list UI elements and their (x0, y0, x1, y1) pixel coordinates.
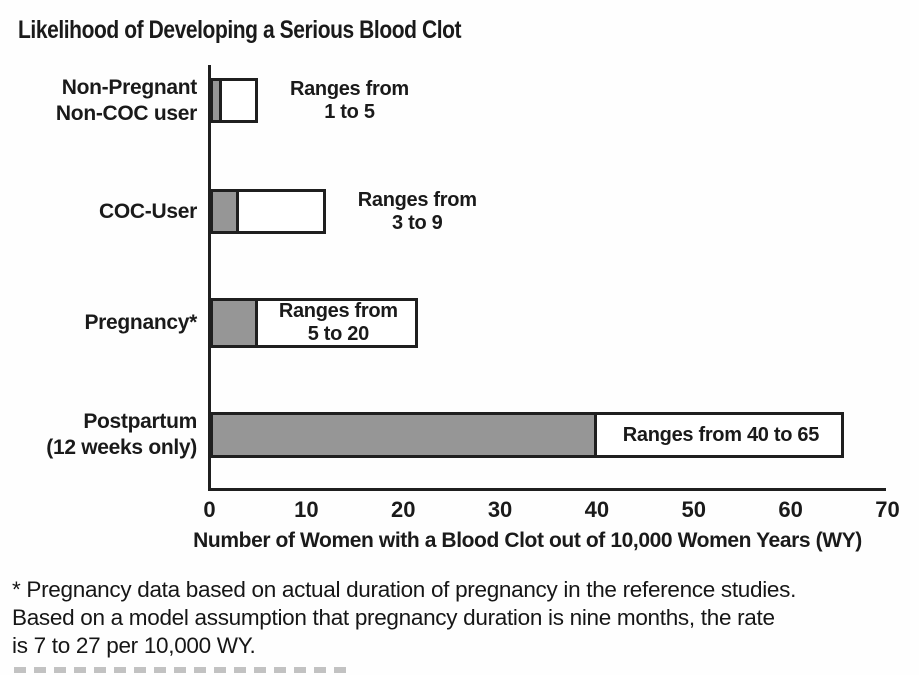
category-label-line: Postpartum (83, 410, 197, 433)
range-label: Ranges from 3 to 9 (338, 189, 496, 234)
range-bar (210, 412, 845, 458)
x-tick-label: 30 (487, 497, 513, 522)
x-tick-label: 50 (681, 497, 707, 522)
footnote-line: is 7 to 27 per 10,000 WY. (12, 633, 256, 658)
range-label-line: Ranges from (289, 77, 409, 100)
bar-low-segment (213, 192, 240, 231)
x-tick-label: 20 (390, 497, 416, 522)
range-label-line: Ranges from (278, 300, 398, 322)
x-tick-label: 10 (294, 497, 319, 522)
chart-title: Likelihood of Developing a Serious Blood… (18, 16, 462, 44)
category-label-line: COC-User (99, 199, 197, 223)
footnote: * Pregnancy data based on actual duratio… (12, 576, 796, 660)
bar-low-segment (213, 301, 259, 345)
range-label-line: 5 to 20 (307, 323, 370, 345)
category-label: COC-User (0, 184, 197, 239)
x-axis-label: Number of Women with a Blood Clot out of… (193, 529, 862, 552)
range-bar (210, 78, 259, 123)
category-label: Non-Pregnant Non-COC user (0, 73, 197, 128)
range-label-line: Ranges from 40 to 65 (622, 423, 820, 446)
category-label: Postpartum (12 weeks only) (0, 407, 197, 463)
footnote-line: Based on a model assumption that pregnan… (12, 605, 775, 630)
x-tick-label: 40 (584, 497, 610, 522)
category-label-line: (12 weeks only) (46, 436, 197, 459)
range-label-line: 1 to 5 (324, 100, 375, 123)
range-label: Ranges from 5 to 20 (258, 298, 418, 348)
range-bar (210, 298, 419, 348)
scan-artifact (14, 667, 354, 673)
y-axis-line (208, 65, 211, 491)
range-label-line: 3 to 9 (392, 211, 443, 234)
range-label: Ranges from 40 to 65 (597, 412, 844, 458)
range-label-line: Ranges from (357, 188, 477, 211)
category-label-line: Non-COC user (55, 101, 197, 125)
category-label-line: Pregnancy* (84, 311, 197, 334)
category-label-line: Non-Pregnant (61, 75, 198, 99)
range-label: Ranges from 1 to 5 (270, 78, 428, 123)
bar-low-segment (213, 415, 598, 455)
x-tick-label: 0 (203, 497, 216, 522)
range-bar (210, 189, 327, 234)
category-label: Pregnancy* (0, 293, 197, 353)
x-axis-line (208, 488, 886, 491)
x-tick-label: 60 (778, 497, 803, 522)
x-tick-label: 70 (875, 497, 900, 522)
bar-low-segment (213, 81, 222, 120)
footnote-line: * Pregnancy data based on actual duratio… (12, 577, 797, 602)
